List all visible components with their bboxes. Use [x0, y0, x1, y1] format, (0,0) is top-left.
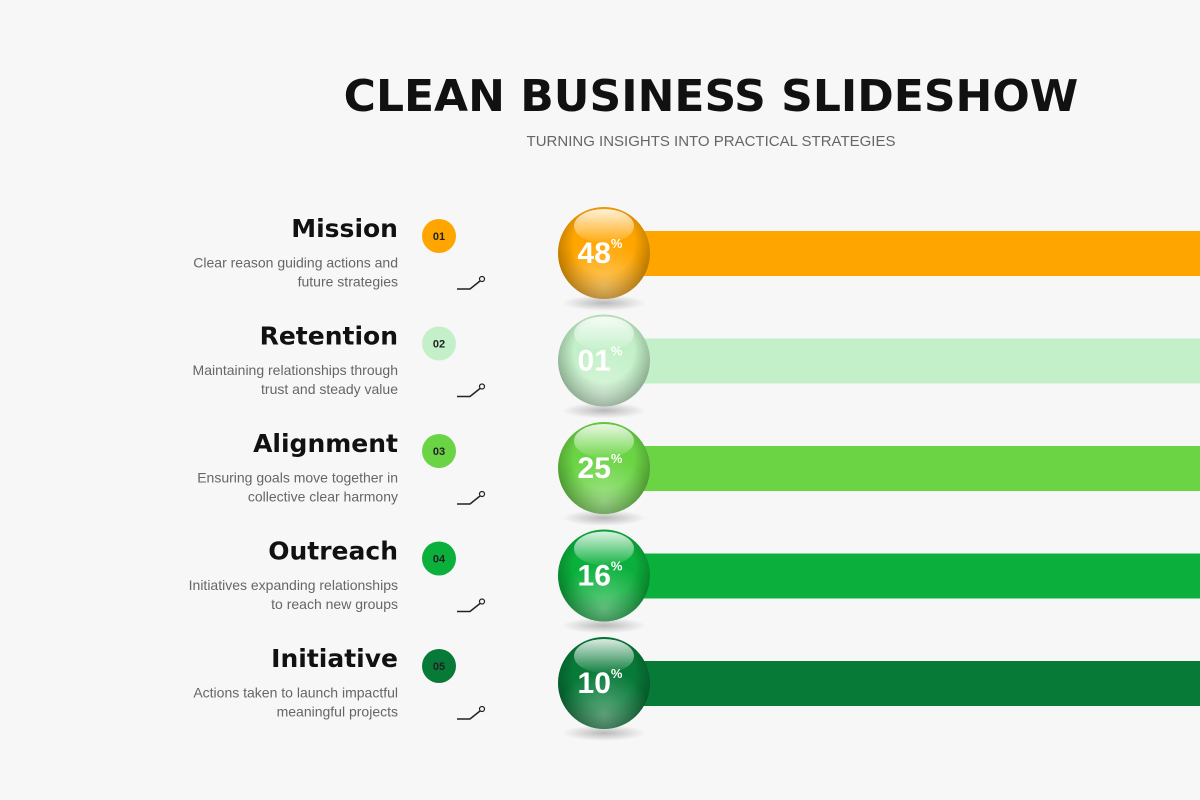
- percent: 25: [578, 452, 611, 485]
- number-badge: [422, 326, 456, 361]
- heading: Mission: [291, 214, 398, 243]
- connector-dot: [478, 598, 486, 605]
- percent-unit: %: [611, 344, 623, 359]
- bar: [604, 553, 1200, 599]
- subtitle: TURNING INSIGHTS INTO PRACTICAL STRATEGI…: [527, 133, 896, 150]
- description: Ensuring goals move together in: [197, 470, 398, 486]
- percent-unit: %: [611, 236, 623, 251]
- description: Maintaining relationships through: [193, 362, 398, 378]
- percent-unit: %: [611, 451, 623, 466]
- sphere-shadow: [562, 295, 646, 311]
- number: 05: [433, 661, 445, 673]
- description: Clear reason guiding actions and: [193, 255, 398, 271]
- description: Actions taken to launch impactful: [193, 685, 398, 701]
- number: 02: [433, 338, 445, 350]
- description: trust and steady value: [261, 381, 398, 397]
- number-badge: [422, 434, 456, 468]
- percent: 16: [578, 559, 611, 592]
- sphere-shadow: [562, 617, 646, 634]
- percent: 48: [578, 237, 611, 270]
- connector-icon: [457, 602, 481, 613]
- connector-icon: [457, 710, 481, 720]
- percent-label: 16%: [578, 559, 623, 592]
- connector-dot: [478, 383, 486, 390]
- number-badge: [422, 219, 456, 253]
- number-badge: [422, 541, 456, 576]
- description: meaningful projects: [277, 704, 398, 720]
- heading: Alignment: [253, 429, 398, 458]
- bar: [604, 338, 1200, 384]
- connector-icon: [457, 387, 481, 398]
- heading: Retention: [260, 322, 398, 351]
- percent-label: 25%: [578, 451, 623, 484]
- connector-icon: [457, 495, 481, 505]
- description: future strategies: [298, 274, 398, 290]
- sphere-shine: [574, 531, 634, 566]
- description: collective clear harmony: [248, 489, 398, 505]
- number: 04: [433, 553, 446, 565]
- sphere-shine: [574, 316, 634, 351]
- title: CLEAN BUSINESS SLIDESHOW: [344, 71, 1079, 122]
- number-badge: [422, 649, 456, 683]
- heading: Outreach: [268, 537, 398, 566]
- percent-label: 01%: [578, 344, 623, 377]
- percent-unit: %: [611, 666, 623, 681]
- percent-label: 10%: [578, 666, 623, 699]
- number: 01: [433, 231, 445, 243]
- connector-dot: [478, 275, 486, 283]
- bar: [604, 231, 1200, 276]
- sphere-shadow: [562, 510, 646, 526]
- bar: [604, 446, 1200, 491]
- connector-icon: [457, 280, 481, 290]
- sphere-shadow: [562, 725, 646, 741]
- connector-dot: [478, 490, 486, 498]
- connector-dot: [478, 705, 486, 713]
- description: to reach new groups: [271, 596, 398, 612]
- sphere-shine: [574, 639, 634, 673]
- bar: [604, 661, 1200, 706]
- percent-unit: %: [611, 559, 623, 574]
- percent-label: 48%: [578, 236, 623, 269]
- number: 03: [433, 446, 445, 458]
- sphere-shine: [574, 424, 634, 458]
- percent: 10: [578, 667, 611, 700]
- heading: Initiative: [271, 644, 398, 673]
- description: Initiatives expanding relationships: [189, 577, 398, 593]
- percent: 01: [578, 344, 611, 377]
- sphere-shadow: [562, 402, 646, 419]
- sphere-shine: [574, 209, 634, 243]
